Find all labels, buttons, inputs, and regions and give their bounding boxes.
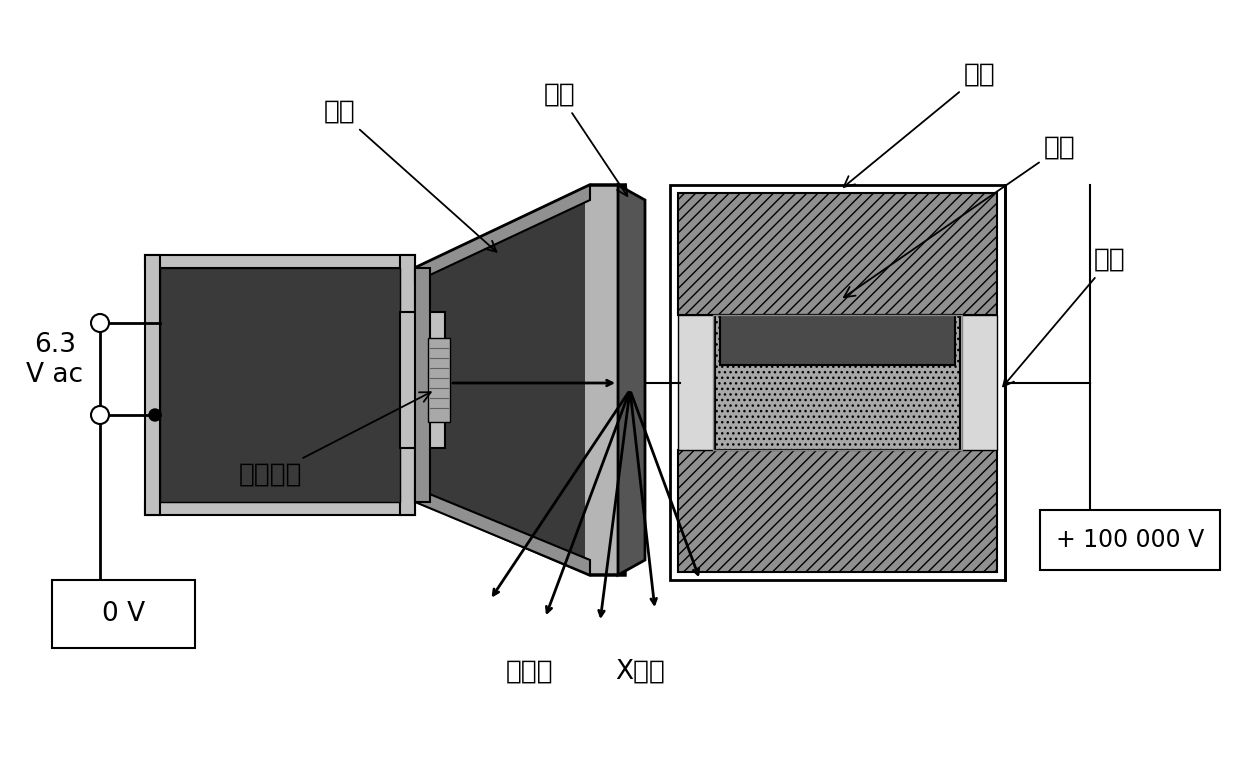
Polygon shape [415, 185, 625, 575]
Polygon shape [415, 198, 585, 562]
Polygon shape [145, 255, 415, 268]
Polygon shape [1040, 510, 1220, 570]
Circle shape [91, 406, 109, 424]
Polygon shape [428, 338, 450, 422]
Text: 钨靶: 钨靶 [544, 82, 627, 196]
Polygon shape [415, 268, 430, 502]
Polygon shape [670, 185, 1004, 580]
Text: 阴极灯丝: 阴极灯丝 [238, 392, 430, 488]
Polygon shape [145, 255, 160, 515]
Text: 0 V: 0 V [102, 601, 145, 627]
Text: 电子束: 电子束 [506, 659, 554, 685]
Polygon shape [401, 255, 415, 515]
Polygon shape [715, 315, 960, 450]
Polygon shape [52, 580, 195, 648]
Polygon shape [960, 315, 997, 450]
Polygon shape [618, 185, 645, 575]
Polygon shape [415, 185, 590, 282]
Polygon shape [145, 502, 415, 515]
Polygon shape [720, 315, 955, 365]
Text: X射线: X射线 [615, 659, 665, 685]
Polygon shape [678, 193, 997, 315]
Text: + 100 000 V: + 100 000 V [1056, 528, 1204, 552]
Text: 6.3: 6.3 [33, 332, 76, 358]
Text: 定子: 定子 [843, 62, 996, 187]
Text: 阳极: 阳极 [324, 99, 496, 252]
Polygon shape [401, 312, 445, 448]
Circle shape [149, 409, 161, 421]
Polygon shape [678, 450, 997, 572]
Text: 座圈: 座圈 [1003, 247, 1126, 387]
Polygon shape [678, 315, 715, 450]
Text: 转子: 转子 [844, 135, 1076, 298]
Circle shape [91, 314, 109, 332]
Polygon shape [160, 268, 401, 502]
Text: V ac: V ac [26, 362, 83, 388]
Polygon shape [415, 488, 590, 575]
